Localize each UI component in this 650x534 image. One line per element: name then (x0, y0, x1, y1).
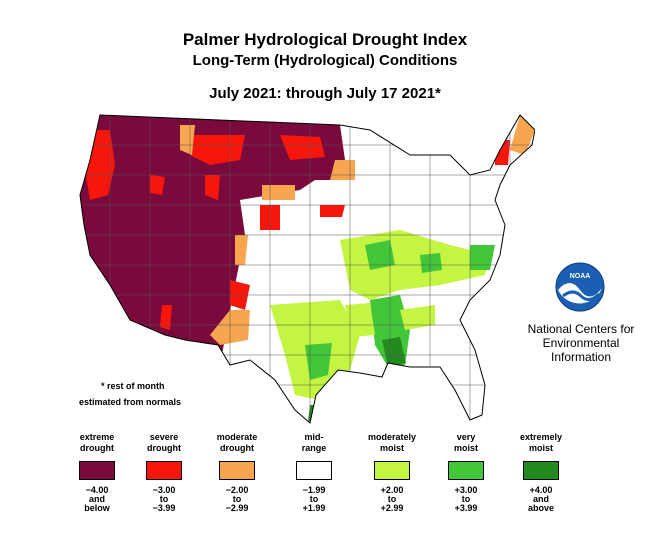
legend-range: +4.00 (529, 485, 553, 495)
legend-label: very (456, 432, 476, 442)
legend-range: +3.00 (454, 485, 478, 495)
legend-item-moderate-drought: moderate drought −2.00 to −2.99 (202, 430, 272, 513)
legend-item-mid-range: mid-range −1.99 to +1.99 (279, 430, 349, 513)
legend-range: and (88, 494, 105, 504)
legend-range: to (309, 494, 319, 504)
legend-range: to (387, 494, 397, 504)
legend-range: +2.99 (380, 503, 404, 513)
org-name-line1: National Centers for (527, 322, 635, 336)
legend-label: extreme (79, 432, 115, 442)
noaa-logo: NOAA (555, 262, 605, 312)
drought-map (79, 114, 535, 424)
legend-range: above (527, 503, 554, 513)
legend-swatch (219, 461, 255, 480)
county-grid (80, 115, 535, 423)
org-name-line2: Environmental (542, 336, 620, 350)
legend-range: and (532, 494, 549, 504)
map-title: Palmer Hydrological Drought Index (182, 30, 468, 49)
legend-range: +1.99 (302, 503, 326, 513)
legend-item-extremely-moist: extremely moist +4.00 and above (506, 430, 576, 513)
legend-label: drought (80, 443, 114, 453)
note-line2: estimated from normals (79, 397, 182, 407)
legend-label: drought (147, 443, 181, 453)
legend-label: extremely (519, 432, 563, 442)
legend-label: severe (149, 432, 179, 442)
legend-label: moderately (367, 432, 417, 442)
legend-swatch (448, 461, 484, 480)
legend-label: range (301, 443, 327, 453)
noaa-logo-text: NOAA (570, 273, 591, 280)
legend-item-extreme-drought: extreme drought −4.00 and below (62, 430, 132, 513)
legend-label: moist (379, 443, 404, 453)
legend-swatch (79, 461, 115, 480)
legend-swatch (523, 461, 559, 480)
legend-range: +3.99 (454, 503, 478, 513)
legend-range: +2.00 (380, 485, 404, 495)
legend-label: moist (528, 443, 553, 453)
legend-label: moderate (216, 432, 258, 442)
legend-label: moist (453, 443, 478, 453)
legend-range: −2.99 (225, 503, 249, 513)
legend-swatch (146, 461, 182, 480)
map-subtitle: Long-Term (Hydrological) Conditions (192, 52, 458, 69)
legend-range: to (232, 494, 242, 504)
legend-label: mid- (304, 432, 324, 442)
legend-range: below (84, 503, 110, 513)
legend-range: −1.99 (302, 485, 326, 495)
legend-range: −2.00 (225, 485, 249, 495)
legend-range: −4.00 (85, 485, 109, 495)
map-period: July 2021: through July 17 2021* (209, 85, 441, 102)
legend-range: −3.00 (152, 485, 176, 495)
legend-swatch (374, 461, 410, 480)
legend-range: to (461, 494, 471, 504)
legend-range: to (159, 494, 169, 504)
legend-label: drought (220, 443, 254, 453)
legend-range: −3.99 (152, 503, 176, 513)
us-outline (79, 114, 535, 424)
legend-item-moderately-moist: moderately moist +2.00 to +2.99 (357, 430, 427, 513)
org-name-line3: Information (550, 350, 612, 364)
legend-item-severe-drought: severe drought −3.00 to −3.99 (129, 430, 199, 513)
legend-swatch (296, 461, 332, 480)
legend-item-very-moist: very moist +3.00 to +3.99 (431, 430, 501, 513)
note-line1: * rest of month (101, 381, 165, 391)
